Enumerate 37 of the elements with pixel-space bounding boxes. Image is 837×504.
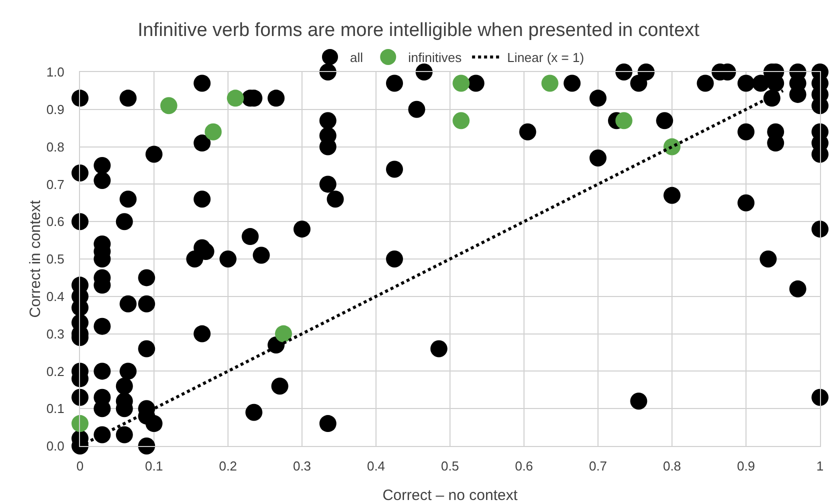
x-tick-label: 0.8 — [662, 458, 682, 474]
x-tick-label: 0.1 — [144, 458, 164, 474]
x-tick-label: 0.2 — [218, 458, 238, 474]
y-tick-label: 0.8 — [46, 139, 64, 154]
legend-label: all — [350, 50, 364, 66]
y-tick-label: 0.9 — [46, 102, 64, 117]
x-tick-label: 0.4 — [366, 458, 386, 474]
point — [226, 90, 244, 107]
y-tick-label: 0.4 — [46, 288, 64, 304]
legend-label: Linear (x = 1) — [507, 50, 584, 66]
x-tick-label: 0.3 — [292, 458, 312, 474]
x-tick-label: 0.6 — [514, 458, 534, 474]
point — [452, 112, 470, 130]
y-tick-label: 1.0 — [46, 64, 64, 80]
point — [615, 112, 632, 130]
chart-title: Infinitive verb forms are more intelligible when presented in context — [138, 20, 700, 41]
y-tick-label: 0.0 — [46, 438, 64, 454]
x-tick-label: 0 — [76, 458, 84, 474]
y-tick-label: 0.6 — [46, 214, 64, 230]
y-axis-title: Correct in context — [27, 199, 44, 318]
y-tick-label: 0.1 — [46, 401, 64, 416]
x-tick-label: 0.7 — [588, 458, 608, 474]
x-tick-label: 1 — [816, 458, 824, 474]
point — [72, 415, 88, 432]
point — [160, 97, 178, 114]
y-tick-label: 0.2 — [46, 364, 64, 379]
x-tick-label: 0.9 — [736, 458, 756, 474]
x-axis-title: Correct – no context — [382, 487, 518, 504]
point — [452, 74, 470, 92]
point — [541, 74, 558, 92]
y-tick-label: 0.5 — [46, 252, 64, 267]
y-tick-label: 0.3 — [46, 326, 64, 342]
x-tick-label: 0.5 — [440, 458, 460, 474]
legend-label: infinitives — [408, 50, 462, 66]
point — [275, 325, 292, 342]
point — [204, 123, 222, 140]
y-tick-label: 0.7 — [46, 176, 64, 192]
